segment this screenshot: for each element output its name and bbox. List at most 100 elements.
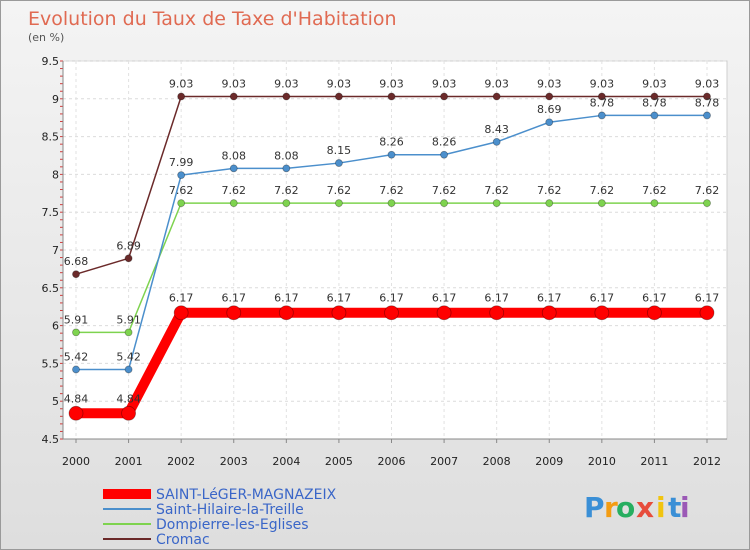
data-label: 9.03	[432, 78, 457, 91]
data-point[interactable]	[699, 305, 715, 321]
data-label: 7.62	[590, 184, 615, 197]
y-tick-label: 7	[52, 244, 59, 257]
data-point[interactable]	[384, 305, 399, 321]
data-point[interactable]	[647, 305, 662, 321]
data-label: 9.03	[222, 78, 247, 91]
data-point[interactable]	[387, 150, 396, 159]
data-label: 8.78	[590, 96, 615, 109]
data-point[interactable]	[177, 92, 186, 101]
y-tick-label: 5	[52, 395, 59, 408]
data-point[interactable]	[72, 270, 80, 279]
data-point[interactable]	[597, 92, 606, 101]
data-point[interactable]	[68, 405, 84, 421]
data-point[interactable]	[177, 171, 186, 180]
legend-label[interactable]: SAINT-LéGER-MAGNAZEIX	[156, 487, 337, 503]
data-label: 8.69	[537, 103, 562, 116]
data-label: 6.17	[484, 292, 509, 305]
data-point[interactable]	[229, 199, 238, 208]
data-point[interactable]	[124, 365, 133, 374]
data-point[interactable]	[492, 92, 501, 101]
data-label: 7.62	[484, 184, 509, 197]
y-tick-label: 9	[52, 93, 59, 106]
data-point[interactable]	[440, 199, 448, 208]
data-label: 7.62	[642, 184, 667, 197]
data-point[interactable]	[387, 92, 396, 101]
data-label: 8.08	[222, 149, 247, 162]
data-point[interactable]	[387, 199, 396, 208]
series-layer	[68, 92, 715, 421]
data-point[interactable]	[177, 199, 186, 208]
data-point[interactable]	[229, 92, 238, 101]
data-point[interactable]	[545, 118, 554, 127]
data-point[interactable]	[489, 305, 505, 321]
data-point[interactable]	[72, 328, 80, 337]
data-point[interactable]	[226, 305, 242, 321]
data-point[interactable]	[331, 305, 347, 321]
data-point[interactable]	[597, 111, 606, 120]
data-label: 9.03	[327, 78, 352, 91]
data-label: 8.78	[695, 96, 720, 109]
data-point[interactable]	[440, 150, 448, 159]
data-point[interactable]	[335, 159, 343, 167]
data-label: 9.03	[695, 78, 720, 91]
data-label: 6.17	[379, 292, 404, 305]
logo-letter: i	[680, 491, 690, 524]
legend-label[interactable]: Saint-Hilaire-la-Treille	[156, 502, 304, 518]
data-label: 8.26	[432, 136, 457, 149]
data-point[interactable]	[545, 199, 554, 208]
y-tick-label: 6	[52, 320, 59, 333]
y-tick-label: 7.5	[42, 206, 60, 219]
logo-letter: t	[668, 491, 681, 524]
legend-label[interactable]: Cromac	[156, 532, 210, 548]
data-point[interactable]	[650, 199, 659, 208]
data-point[interactable]	[173, 305, 189, 321]
data-point[interactable]	[121, 405, 136, 421]
data-point[interactable]	[282, 92, 291, 101]
data-label: 5.42	[116, 350, 141, 363]
data-label: 8.43	[484, 123, 509, 136]
data-point[interactable]	[650, 92, 659, 101]
data-point[interactable]	[282, 199, 291, 208]
data-point[interactable]	[335, 199, 343, 208]
data-point[interactable]	[72, 365, 80, 374]
legend-label[interactable]: Dompierre-les-Eglises	[156, 517, 309, 533]
x-axis: 2000 2001 2002 2003 2004 2005 2006 2007 2008 2009…	[62, 438, 727, 468]
data-label: 6.17	[590, 292, 615, 305]
data-point[interactable]	[541, 305, 557, 321]
data-point[interactable]	[492, 137, 501, 146]
chart-title: Evolution du Taux de Taxe d'Habitation	[28, 8, 397, 30]
data-point[interactable]	[278, 305, 294, 321]
series-3	[72, 92, 711, 279]
data-point[interactable]	[335, 92, 343, 101]
data-point[interactable]	[545, 92, 554, 101]
data-label: 4.84	[64, 392, 89, 405]
data-point[interactable]	[597, 199, 606, 208]
data-point[interactable]	[594, 305, 610, 321]
data-point[interactable]	[650, 111, 659, 120]
x-tick-label: 2002	[167, 455, 195, 468]
y-axis: 4.5 5 5.5 6 6.5 7 7.5 8 8.5 9 9.5	[42, 55, 64, 446]
logo-letter: x	[636, 491, 654, 524]
data-point[interactable]	[282, 164, 291, 173]
data-point[interactable]	[124, 328, 133, 337]
x-tick-label: 2004	[272, 455, 300, 468]
data-point[interactable]	[436, 305, 452, 321]
x-tick-label: 2012	[693, 455, 721, 468]
data-point[interactable]	[440, 92, 448, 101]
data-label: 5.42	[64, 350, 89, 363]
data-label: 7.62	[379, 184, 404, 197]
data-point[interactable]	[703, 92, 711, 101]
data-point[interactable]	[703, 111, 711, 120]
data-point[interactable]	[703, 199, 711, 208]
data-point[interactable]	[492, 199, 501, 208]
data-point[interactable]	[124, 254, 133, 263]
y-tick-label: 5.5	[42, 357, 60, 370]
x-tick-label: 2000	[62, 455, 90, 468]
data-point[interactable]	[229, 164, 238, 173]
data-label: 6.17	[327, 292, 352, 305]
data-label: 7.62	[432, 184, 457, 197]
y-tick-label: 8.5	[42, 131, 60, 144]
y-tick-label: 6.5	[42, 282, 60, 295]
